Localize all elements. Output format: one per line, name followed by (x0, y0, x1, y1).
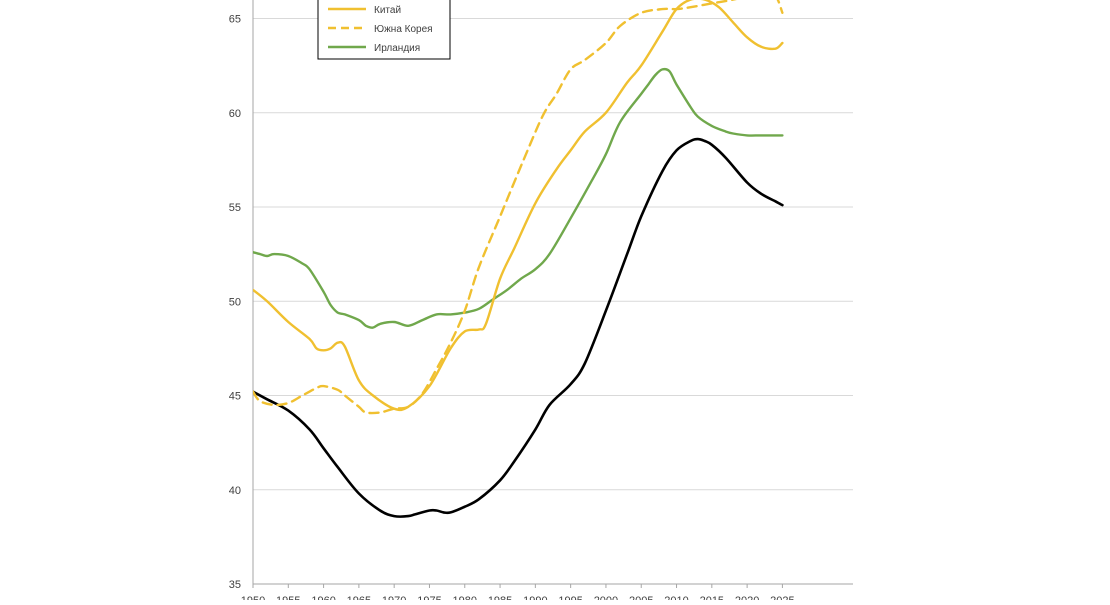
grid-lines (253, 18, 853, 491)
series-line-0 (253, 0, 784, 412)
x-tick-label: 1960 (311, 595, 335, 600)
series-line-3 (253, 137, 784, 518)
x-tick-label: 1995 (558, 595, 582, 600)
x-tick-label: 2000 (594, 595, 618, 600)
x-tick-label: 2020 (735, 595, 759, 600)
x-tick-label: 1970 (382, 595, 406, 600)
x-tick-label: 1950 (241, 595, 265, 600)
y-tick-label: 55 (229, 202, 241, 214)
legend-label-2: Ирландия (374, 43, 420, 54)
x-tick-label: 1980 (453, 595, 477, 600)
series-line-2 (253, 67, 784, 329)
x-tick-label: 2010 (664, 595, 688, 600)
x-tick-label: 1985 (488, 595, 512, 600)
x-tick-label: 1965 (347, 595, 371, 600)
x-tick-label: 1990 (523, 595, 547, 600)
x-tick-label: 2025 (770, 595, 794, 600)
x-tick-label: 2015 (700, 595, 724, 600)
x-tick-label: 1975 (417, 595, 441, 600)
y-tick-label: 60 (229, 108, 241, 120)
y-tick-label: 65 (229, 14, 241, 26)
x-tick-label: 2005 (629, 595, 653, 600)
legend-label-1: Южна Корея (374, 24, 433, 35)
y-tick-label: 40 (229, 485, 241, 497)
legend-label-0: Китай (374, 5, 401, 16)
y-tick-label: 35 (229, 579, 241, 591)
axes: 35 40 45 50 55 60 65 1950 1955 1960 1965 1970 1975 19… (229, 0, 853, 605)
series-line-1 (253, 0, 784, 415)
y-tick-label: 45 (229, 391, 241, 403)
y-tick-label: 50 (229, 296, 241, 308)
x-tick-label: 1955 (276, 595, 300, 600)
legend: Китай Южна Корея Ирландия (317, 0, 451, 60)
series-lines (253, 0, 784, 518)
